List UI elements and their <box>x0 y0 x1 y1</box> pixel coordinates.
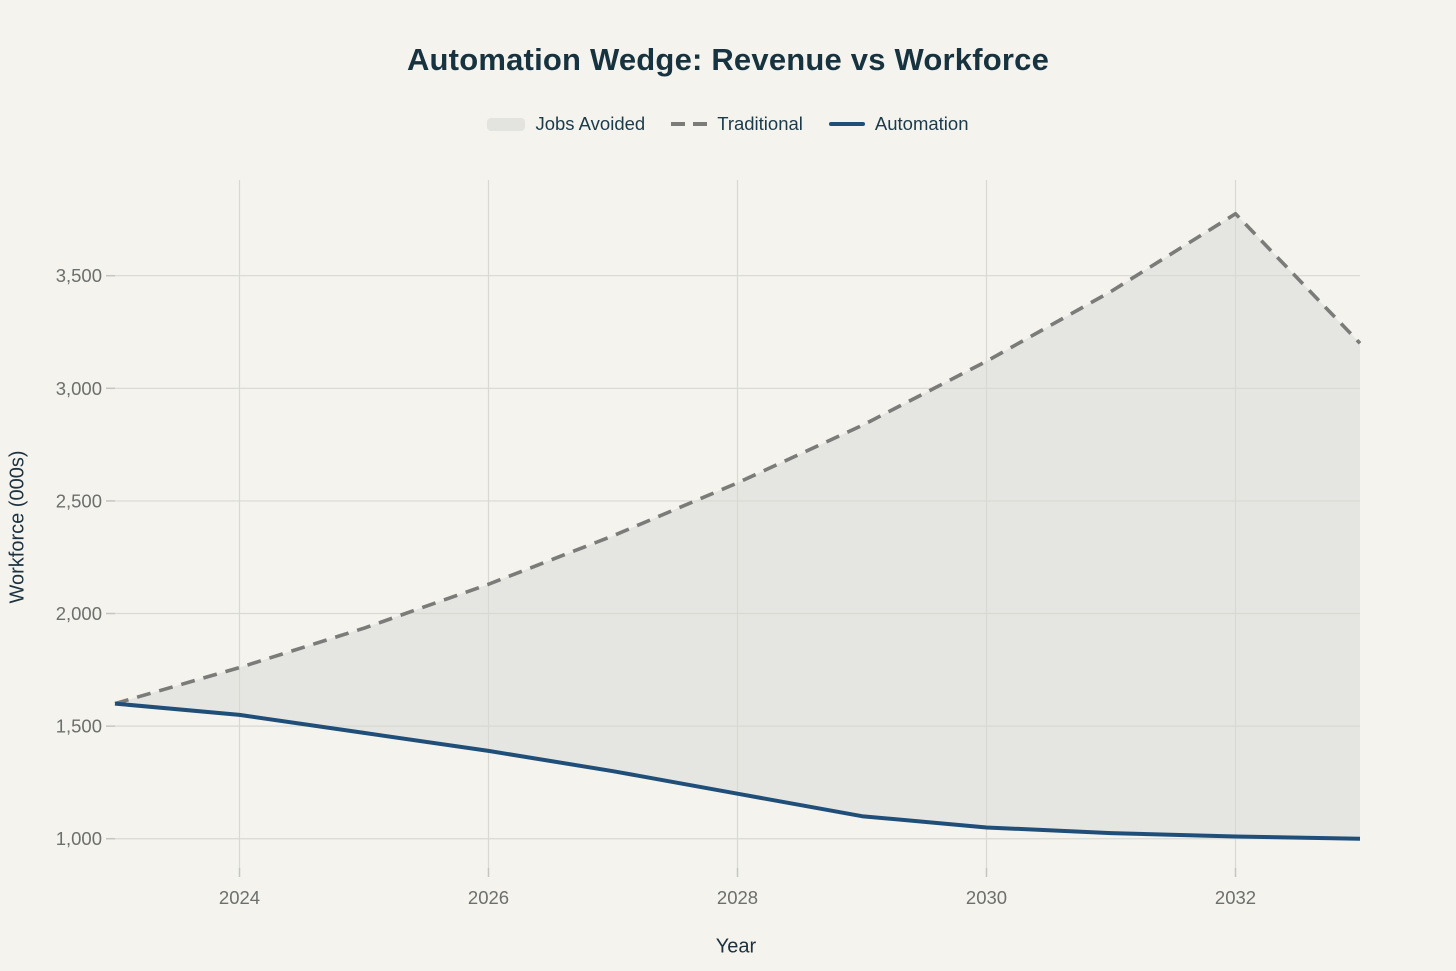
legend-label-automation: Automation <box>874 113 969 134</box>
y-tick-label: 3,000 <box>56 378 102 399</box>
automation-line-group <box>114 701 1361 841</box>
chart-title: Automation Wedge: Revenue vs Workforce <box>406 42 1050 77</box>
traditional-line-group <box>114 211 1362 706</box>
dashed-line-swatch-icon <box>671 122 708 126</box>
legend-label-jobs-avoided: Jobs Avoided <box>535 113 646 134</box>
solid-line-swatch-icon <box>828 121 865 127</box>
x-tick-label: 2032 <box>1215 887 1256 908</box>
x-tick-label: 2026 <box>468 887 509 908</box>
axes: 1,000 1,500 2,000 2,500 3,000 3,500 2024 2026 20… <box>56 265 1256 908</box>
area-swatch-icon <box>487 117 526 131</box>
automation-line <box>114 701 1361 841</box>
y-axis-title: Workforce (000s) <box>6 450 29 604</box>
legend-item-traditional: Traditional <box>671 113 803 135</box>
y-tick-label: 2,000 <box>56 603 102 624</box>
x-tick-label: 2030 <box>966 887 1007 908</box>
legend-item-jobs-avoided: Jobs Avoided <box>487 113 645 135</box>
y-tick-label: 3,500 <box>56 265 102 286</box>
x-tick-label: 2028 <box>717 887 758 908</box>
y-tick-label: 1,500 <box>56 716 102 737</box>
chart-legend: Jobs Avoided Traditional Automation <box>0 113 1456 135</box>
traditional-line <box>114 211 1362 706</box>
x-tick-label: 2024 <box>219 887 260 908</box>
legend-item-automation: Automation <box>828 113 969 135</box>
legend-label-traditional: Traditional <box>717 113 803 134</box>
y-tick-label: 2,500 <box>56 490 102 511</box>
y-tick-label: 1,000 <box>56 828 102 849</box>
x-axis-title: Year <box>715 935 757 958</box>
